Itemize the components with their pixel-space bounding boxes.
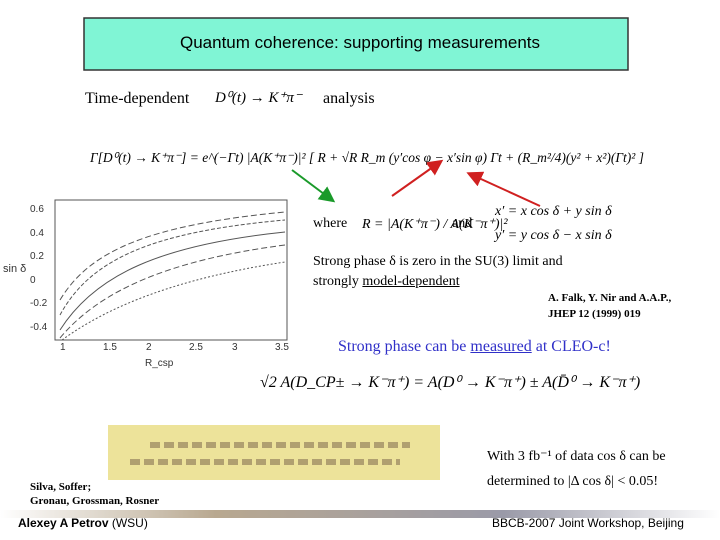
text: measured [470,338,532,355]
text: (WSU) [111,516,148,530]
text: determined to |Δ cos δ| < 0.05! [487,474,659,489]
reference: A. Falk, Y. Nir and A.A.P., [548,292,672,304]
x-tick-label: 2 [146,342,152,353]
highlight: Strong phase can be measured at CLEO-c! [338,338,611,356]
arrow [291,169,336,203]
y-tick-label: 0.6 [30,204,44,215]
y-axis-label: sin δ [3,263,27,275]
citation: Silva, Soffer; [30,481,92,493]
text: Time-dependent [85,90,190,107]
plot-image [54,199,288,341]
text: strongly model-dependent [313,274,460,290]
title-box [83,17,629,71]
formula-image [108,425,440,480]
footer-left: Alexey A Petrov (WSU) [18,516,148,530]
text: strongly [313,274,359,289]
text: With 3 fb⁻¹ of data cos δ can be [487,449,666,464]
text: model-dependent [362,274,460,289]
equation: Γ[D⁰(t) → K⁺π⁻] = e^(−Γt) |A(K⁺π⁻)|² [ R… [90,150,644,165]
text: Strong phase δ is zero in the SU(3) limi… [313,254,563,269]
x-tick-label: 1 [60,342,66,353]
equation: √2 A(D_CP± → K⁻π⁺) = A(D⁰ → K⁻π⁺) ± A(D̄… [260,374,641,391]
equation: D⁰(t) → K⁺π⁻ [215,90,302,106]
y-tick-label: -0.4 [30,321,48,333]
x-tick-label: 3.5 [275,342,289,353]
footer-right: BBCB-2007 Joint Workshop, Beijing [492,516,684,530]
citation: Gronau, Grossman, Rosner [30,495,160,507]
y-tick-label: 0.2 [30,251,44,262]
x-tick-label: 3 [232,342,238,353]
footer-bar [0,510,720,518]
equation: x′ = x cos δ + y sin δ [495,204,612,219]
text: where [313,216,348,231]
y-tick-label: 0.4 [30,227,44,239]
text: at CLEO-c! [535,338,611,355]
x-tick-label: 1.5 [103,342,117,353]
arrow [391,159,444,197]
arrow [466,171,541,207]
equation: y′ = y cos δ − x sin δ [495,228,612,243]
text: and [452,216,473,231]
x-axis-label: R_csp [145,358,174,369]
equation: R = |A(K⁺π⁻) / A(K⁻π⁺)|² [362,217,508,232]
y-tick-label: -0.2 [30,298,48,309]
x-tick-label: 2.5 [189,342,203,353]
text: Strong phase can be [338,338,467,355]
text: Alexey A Petrov [18,516,109,530]
text: analysis [323,90,375,107]
reference: JHEP 12 (1999) 019 [548,308,641,320]
title: Quantum coherence: supporting measuremen… [179,33,541,52]
y-tick-label: 0 [30,274,36,286]
